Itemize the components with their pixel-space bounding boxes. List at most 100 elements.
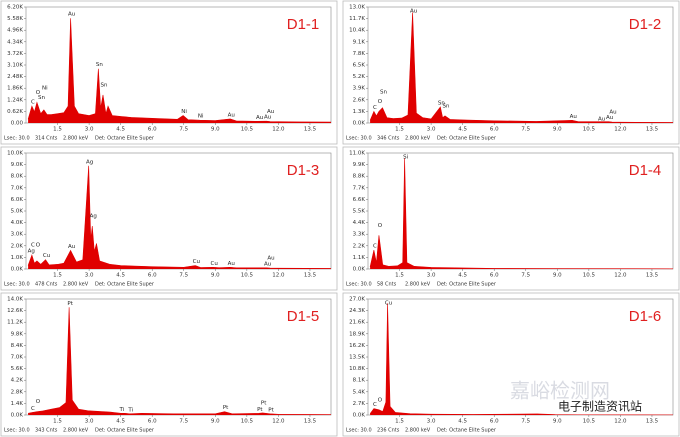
y-tick-label: 9.1K xyxy=(353,39,366,45)
y-tick-label: 2.48K xyxy=(7,74,23,80)
x-tick-label: 9.0 xyxy=(553,127,562,133)
peak-label: Sn xyxy=(100,82,107,88)
y-tick-label: 3.10K xyxy=(7,63,23,69)
peak-label: Ti xyxy=(119,407,125,413)
y-tick-label: 0.62K xyxy=(7,109,23,115)
x-tick-label: 12.0 xyxy=(614,273,627,279)
peak-label: C xyxy=(31,100,35,106)
footer-text: 236 Cnts xyxy=(377,428,400,434)
x-tick-label: 3.0 xyxy=(427,419,436,425)
y-tick-label: 21.6K xyxy=(349,320,365,326)
x-tick-label: 1.5 xyxy=(53,127,62,133)
spectrum-line xyxy=(27,165,332,269)
x-tick-label: 1.5 xyxy=(53,273,62,279)
watermark-text: 电子制造资讯站 xyxy=(558,400,642,414)
y-tick-label: 7.0K xyxy=(11,355,24,361)
panel-title: D1-1 xyxy=(287,16,320,33)
y-tick-label: 12.6K xyxy=(7,308,23,314)
footer-text: Det: Octane Elite Super xyxy=(437,282,497,288)
peak-label: Ag xyxy=(90,214,97,220)
x-tick-label: 3.0 xyxy=(427,127,436,133)
peak-label: Ni xyxy=(198,114,204,120)
x-tick-label: 4.5 xyxy=(458,127,467,133)
peak-label: O xyxy=(378,99,383,105)
footer-text: 346 Cnts xyxy=(377,136,400,142)
y-tick-label: 2.7K xyxy=(353,401,366,407)
footer-text: 343 Cnts xyxy=(35,428,58,434)
peak-label: Au xyxy=(228,261,235,267)
peak-label: Au xyxy=(264,261,271,267)
x-tick-label: 7.5 xyxy=(521,127,530,133)
y-tick-label: 0.00 xyxy=(11,121,24,127)
peak-label: Ag xyxy=(28,249,35,255)
footer-text: Det: Octane Elite Super xyxy=(95,282,155,288)
x-tick-label: 9.0 xyxy=(211,273,220,279)
x-tick-label: 4.5 xyxy=(116,273,125,279)
footer-text: Det: Octane Elite Super xyxy=(95,136,155,142)
y-tick-label: 6.5K xyxy=(353,63,366,69)
panel-title: D1-4 xyxy=(629,162,662,179)
x-tick-label: 7.5 xyxy=(179,273,188,279)
y-tick-label: 10.4K xyxy=(349,28,365,34)
x-tick-label: 12.0 xyxy=(614,419,627,425)
y-tick-label: 5.2K xyxy=(353,74,366,80)
x-tick-label: 9.0 xyxy=(553,273,562,279)
y-tick-label: 9.9K xyxy=(353,162,366,168)
footer-text: 2.800 keV xyxy=(63,282,89,288)
y-tick-label: 2.6K xyxy=(353,97,366,103)
peak-label: Pt xyxy=(261,400,267,406)
footer-text: Det: Octane Elite Super xyxy=(437,428,497,434)
y-tick-label: 3.0K xyxy=(11,232,24,238)
spectrum-line xyxy=(369,158,674,270)
x-tick-label: 6.0 xyxy=(490,419,499,425)
x-tick-label: 7.5 xyxy=(521,273,530,279)
peak-label: C xyxy=(31,243,35,249)
footer-text: 2.800 keV xyxy=(63,428,89,434)
x-tick-label: 4.5 xyxy=(116,419,125,425)
x-tick-label: 10.5 xyxy=(583,419,596,425)
panel: 0.0K 1.0K 2.0K 3.0K 4.0K 5.0K 6.0K 7.0K 8.0K 9.0K… xyxy=(0,146,338,291)
y-tick-label: 27.0K xyxy=(349,297,365,303)
peak-label: Sn xyxy=(96,62,103,68)
peak-label: O xyxy=(378,397,383,403)
peak-label: Au xyxy=(609,110,616,116)
peak-label: Au xyxy=(256,115,263,121)
panel-title: D1-5 xyxy=(287,308,320,325)
footer-text: 2.800 keV xyxy=(405,428,431,434)
y-tick-label: 6.0K xyxy=(11,197,24,203)
peak-label: Au xyxy=(68,244,75,250)
x-tick-label: 12.0 xyxy=(614,127,627,133)
peak-label: Sn xyxy=(438,100,445,106)
y-tick-label: 13.5K xyxy=(349,355,365,361)
y-tick-label: 4.2K xyxy=(11,378,24,384)
x-tick-label: 6.0 xyxy=(490,273,499,279)
peak-label: C xyxy=(373,402,377,408)
peak-label: O xyxy=(36,90,41,96)
x-tick-label: 3.0 xyxy=(85,127,94,133)
peak-label: Ni xyxy=(181,109,187,115)
panel: 0.00 0.62K 1.24K 1.86K 2.48K 3.10K 3.72K 4.34K 4… xyxy=(0,0,338,145)
y-tick-label: 0.0K xyxy=(353,121,366,127)
peak-label: Ti xyxy=(127,407,133,413)
peak-label: Au xyxy=(267,256,274,262)
x-tick-label: 13.5 xyxy=(304,419,317,425)
x-tick-label: 10.5 xyxy=(241,419,254,425)
spectrum-line xyxy=(369,303,674,416)
y-tick-label: 6.20K xyxy=(7,5,23,11)
y-tick-label: 8.4K xyxy=(11,343,24,349)
y-tick-label: 1.86K xyxy=(7,86,23,92)
y-tick-label: 0.0K xyxy=(11,413,24,419)
x-tick-label: 6.0 xyxy=(148,419,157,425)
peak-label: O xyxy=(36,242,41,248)
y-tick-label: 2.0K xyxy=(11,243,24,249)
peak-label: Cu xyxy=(43,253,50,259)
x-tick-label: 12.0 xyxy=(272,273,285,279)
x-tick-label: 3.0 xyxy=(85,273,94,279)
y-tick-label: 4.96K xyxy=(7,28,23,34)
y-tick-label: 5.0K xyxy=(11,209,24,215)
peak-label: Au xyxy=(267,109,274,115)
y-tick-label: 18.9K xyxy=(349,331,365,337)
peak-label: Si xyxy=(403,155,408,161)
y-tick-label: 4.4K xyxy=(353,220,366,226)
x-tick-label: 13.5 xyxy=(646,127,659,133)
